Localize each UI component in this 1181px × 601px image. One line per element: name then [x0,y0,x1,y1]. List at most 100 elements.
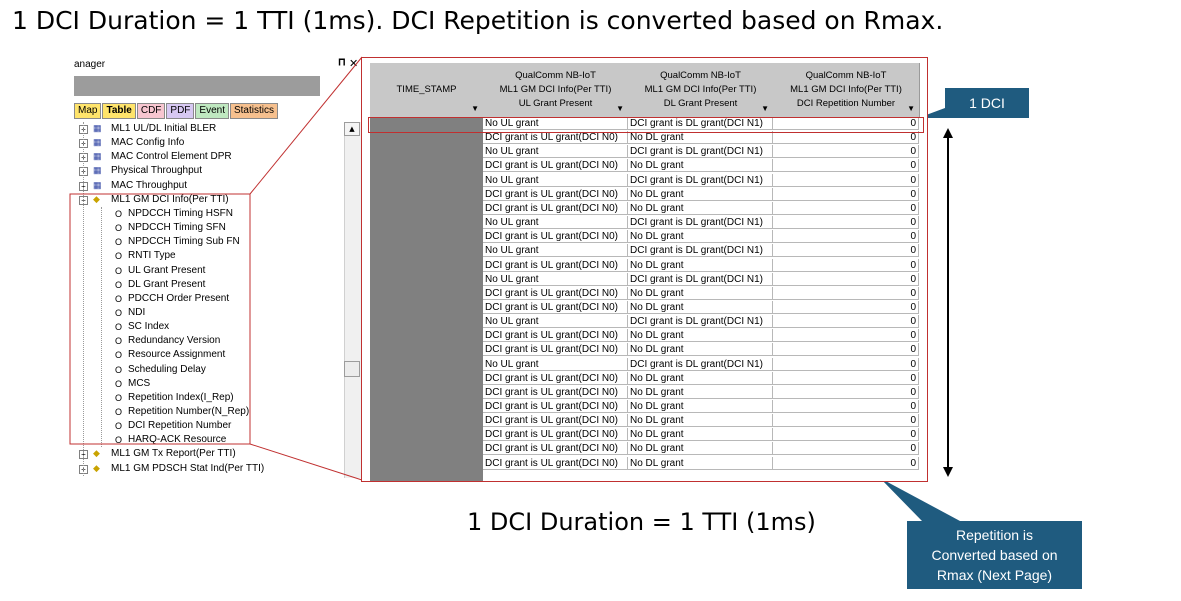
column-header[interactable]: QualComm NB-IoT ML1 GM DCI Info(Per TTI) U… [483,63,629,117]
sort-arrow-icon[interactable]: ▼ [471,104,479,113]
table-row[interactable]: DCI grant is UL grant(DCI N0) No DL grant… [483,187,919,202]
table-node-icon: ▦ [93,151,102,162]
column-header-text: TIME_STAMP [396,84,457,95]
table-cell: DCI grant is UL grant(DCI N0) [483,187,628,201]
table-row[interactable]: DCI grant is UL grant(DCI N0) No DL grant… [483,442,919,456]
column-header[interactable]: TIME_STAMP ▼ [370,63,484,117]
table-row[interactable]: DCI grant is UL grant(DCI N0) No DL grant… [483,201,919,216]
table-row[interactable]: No UL grant DCI grant is DL grant(DCI N1)… [483,357,919,372]
tree-guide-line [101,206,102,448]
tree-node-label: MAC Throughput [111,179,187,191]
tree-node-label: ML1 UL/DL Initial BLER [111,123,217,134]
table-row[interactable]: No UL grant DCI grant is DL grant(DCI N1)… [483,272,919,287]
tab-statistics[interactable]: Statistics [229,103,278,119]
table-cell: 0 [773,230,919,244]
table-row[interactable]: DCI grant is UL grant(DCI N0) No DL grant… [483,371,919,386]
field-bullet-icon: O [115,251,123,262]
table-row[interactable]: DCI grant is UL grant(DCI N0) No DL grant… [483,286,919,301]
tree-field-label: DCI Repetition Number [128,420,232,432]
field-bullet-icon: O [115,223,123,234]
table-cell: 0 [773,131,919,145]
sort-arrow-icon[interactable]: ▼ [761,104,769,113]
column-header-text: ML1 GM DCI Info(Per TTI) [499,84,612,95]
table-cell: 0 [773,159,919,173]
table-cell: No UL grant [483,145,628,159]
table-row[interactable]: DCI grant is UL grant(DCI N0) No DL grant… [483,385,919,400]
table-cell: DCI grant is DL grant(DCI N1) [628,315,773,329]
tab-pdf[interactable]: PDF [166,103,195,119]
close-icon[interactable]: ✕ [349,57,359,70]
diamond-node-icon: ◆ [93,448,100,459]
table-cell: DCI grant is DL grant(DCI N1) [628,357,773,371]
field-bullet-icon: O [115,392,123,403]
table-cell: 0 [773,400,919,413]
scroll-thumb[interactable] [344,361,360,377]
table-row[interactable]: DCI grant is UL grant(DCI N0) No DL grant… [483,230,919,244]
table-cell: No DL grant [628,343,773,357]
panel-toolbar [74,76,320,96]
table-row[interactable]: DCI grant is UL grant(DCI N0) No DL grant… [483,329,919,343]
table-cell: 0 [773,187,919,201]
tree-field-label: Repetition Index(I_Rep) [128,391,234,403]
table-row[interactable]: DCI grant is UL grant(DCI N0) No DL grant… [483,428,919,442]
panel-title: anager [74,59,106,70]
table-cell: 0 [773,329,919,343]
sort-arrow-icon[interactable]: ▼ [907,104,915,113]
table-cell: No DL grant [628,159,773,173]
table-cell: DCI grant is UL grant(DCI N0) [483,131,628,145]
table-cell: No DL grant [628,300,773,314]
duration-caption: 1 DCI Duration = 1 TTI (1ms) [467,508,816,536]
tree-node-label: ML1 GM Tx Report(Per TTI) [111,448,236,460]
tab-table[interactable]: Table [102,103,136,119]
table-row[interactable]: DCI grant is UL grant(DCI N0) No DL grant… [483,414,919,428]
table-cell: DCI grant is UL grant(DCI N0) [483,456,628,470]
table-cell: 0 [773,428,919,442]
field-bullet-icon: O [115,237,123,248]
table-cell: DCI grant is DL grant(DCI N1) [628,272,773,286]
table-cell: DCI grant is UL grant(DCI N0) [483,258,628,272]
tree-node-label: Physical Throughput [111,165,202,177]
table-row[interactable]: DCI grant is UL grant(DCI N0) No DL grant… [483,343,919,357]
tree-field-label: RNTI Type [128,250,176,262]
table-row[interactable]: DCI grant is UL grant(DCI N0) No DL grant… [483,159,919,173]
table-row[interactable]: DCI grant is UL grant(DCI N0) No DL grant… [483,131,919,145]
table-row[interactable]: No UL grant DCI grant is DL grant(DCI N1)… [483,315,919,329]
table-row[interactable]: No UL grant DCI grant is DL grant(DCI N1)… [483,145,919,159]
table-row[interactable]: DCI grant is UL grant(DCI N0) No DL grant… [483,300,919,315]
table-cell: 0 [773,315,919,329]
column-header-text: DL Grant Present [663,98,738,109]
pin-icon[interactable]: 𝚷 [338,58,346,69]
column-header[interactable]: QualComm NB-IoT ML1 GM DCI Info(Per TTI) D… [628,63,774,117]
sort-arrow-icon[interactable]: ▼ [616,104,624,113]
tab-map[interactable]: Map [74,103,102,119]
tree-field-label: Redundancy Version [128,335,221,347]
table-row[interactable]: No UL grant DCI grant is DL grant(DCI N1)… [483,244,919,258]
callout-repetition-line: Rmax (Next Page) [936,567,1053,583]
column-header[interactable]: QualComm NB-IoT ML1 GM DCI Info(Per TTI) D… [773,63,920,117]
tab-event[interactable]: Event [195,103,229,119]
table-cell: DCI grant is UL grant(DCI N0) [483,371,628,385]
table-row[interactable]: DCI grant is UL grant(DCI N0) No DL grant… [483,400,919,414]
table-cell: 0 [773,201,919,215]
table-cell: No UL grant [483,216,628,230]
table-cell: No DL grant [628,400,773,413]
tree-field-label: NPDCCH Timing HSFN [128,207,234,219]
table-cell: No UL grant [483,173,628,187]
tree-field-label: Resource Assignment [128,349,226,361]
field-bullet-icon: O [115,364,123,375]
table-row[interactable]: No UL grant DCI grant is DL grant(DCI N1)… [483,117,919,131]
tree-field-label: Repetition Number(N_Rep) [128,406,250,417]
tree-scrollbar[interactable] [344,122,361,478]
table-cell: 0 [773,385,919,399]
table-row[interactable]: DCI grant is UL grant(DCI N0) No DL grant… [483,258,919,273]
table-cell: No UL grant [483,244,628,258]
scroll-up-arrow-icon[interactable]: ▲ [344,122,360,136]
table-row[interactable]: No UL grant DCI grant is DL grant(DCI N1)… [483,173,919,188]
tab-cdf[interactable]: CDF [136,103,166,119]
callout-repetition: Repetition is Converted based on Rmax (N… [907,521,1082,589]
table-cell: 0 [773,117,919,130]
table-row[interactable]: No UL grant DCI grant is DL grant(DCI N1)… [483,216,919,230]
table-row[interactable]: DCI grant is UL grant(DCI N0) No DL grant… [483,456,919,471]
field-bullet-icon: O [115,265,123,276]
workspace-manager-panel: anager 𝚷 ✕ Map Table CDF PDF Event Statistics… [74,56,361,478]
